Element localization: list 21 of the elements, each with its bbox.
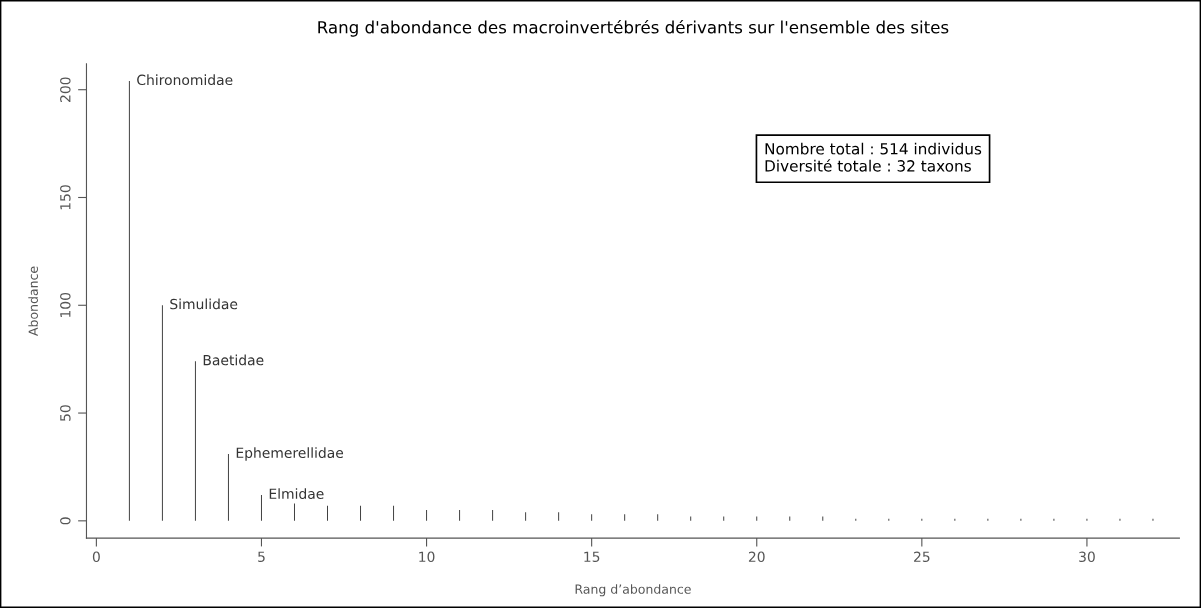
annotation: Elmidae <box>269 488 324 499</box>
annotation: Chironomidae <box>137 74 233 86</box>
chart-title: Rang d'abondance des macroinvertébrés dérivants sur l'ensemble des sites <box>318 19 949 37</box>
y-tick-label: 150 <box>60 185 71 210</box>
y-tick-label: 100 <box>60 292 71 317</box>
x-tick-label: 5 <box>258 551 265 563</box>
x-tick-label: 0 <box>92 551 100 563</box>
y-axis-title: Abondance <box>28 266 38 336</box>
x-tick-label: 20 <box>748 551 765 563</box>
x-tick-label: 25 <box>914 551 930 563</box>
y-tick-label: 50 <box>60 405 71 421</box>
x-axis-title: Rang d’abondance <box>575 584 691 597</box>
annotation: Simulidae <box>170 298 238 310</box>
x-tick-label: 10 <box>419 551 435 563</box>
y-tick-label: 0 <box>60 517 71 525</box>
x-tick-label: 30 <box>1079 551 1095 563</box>
x-tick-label: 15 <box>584 551 600 563</box>
y-tick-label: 200 <box>60 77 71 102</box>
annotation: Baetidae <box>203 354 264 366</box>
annotation: Ephemerellidae <box>236 447 344 461</box>
annotation: Nombre total : 514 individus Diversité totale : 32 taxons <box>765 142 982 172</box>
